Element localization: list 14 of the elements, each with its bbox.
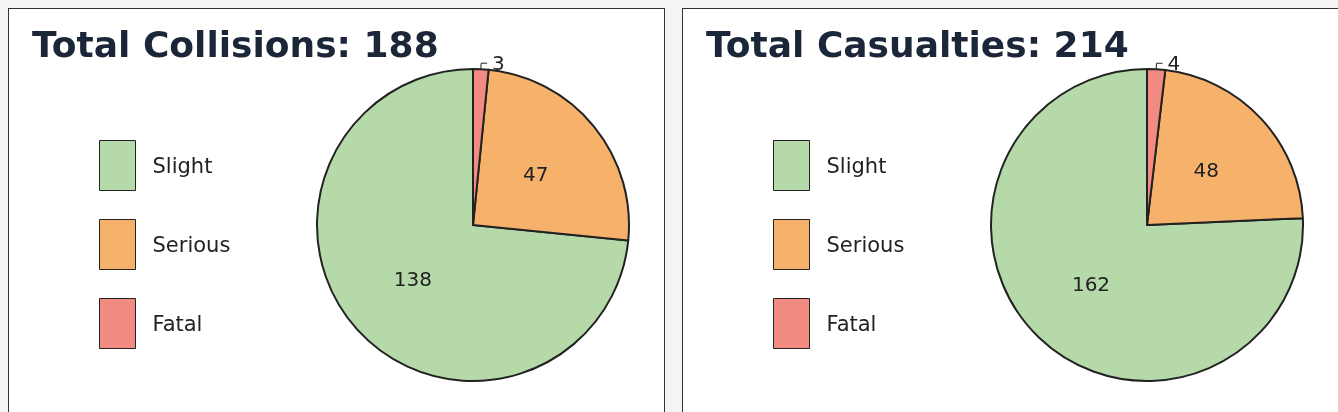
legend-label: Serious: [152, 232, 231, 257]
data-label: 3: [492, 51, 505, 76]
legend-label: Fatal: [826, 311, 877, 336]
chart-title: Total Casualties: 214: [706, 23, 1129, 65]
legend-label: Slight: [152, 153, 213, 178]
legend-label: Slight: [826, 153, 887, 178]
legend-label: Serious: [826, 232, 905, 257]
data-label: 4: [1167, 51, 1181, 76]
data-label: 162: [1071, 271, 1111, 296]
chart-title: Total Collisions: 188: [32, 23, 439, 65]
data-label: 138: [393, 267, 433, 292]
legend-label: Fatal: [152, 311, 203, 336]
data-label: 48: [1193, 157, 1220, 182]
data-label: 47: [522, 161, 549, 186]
